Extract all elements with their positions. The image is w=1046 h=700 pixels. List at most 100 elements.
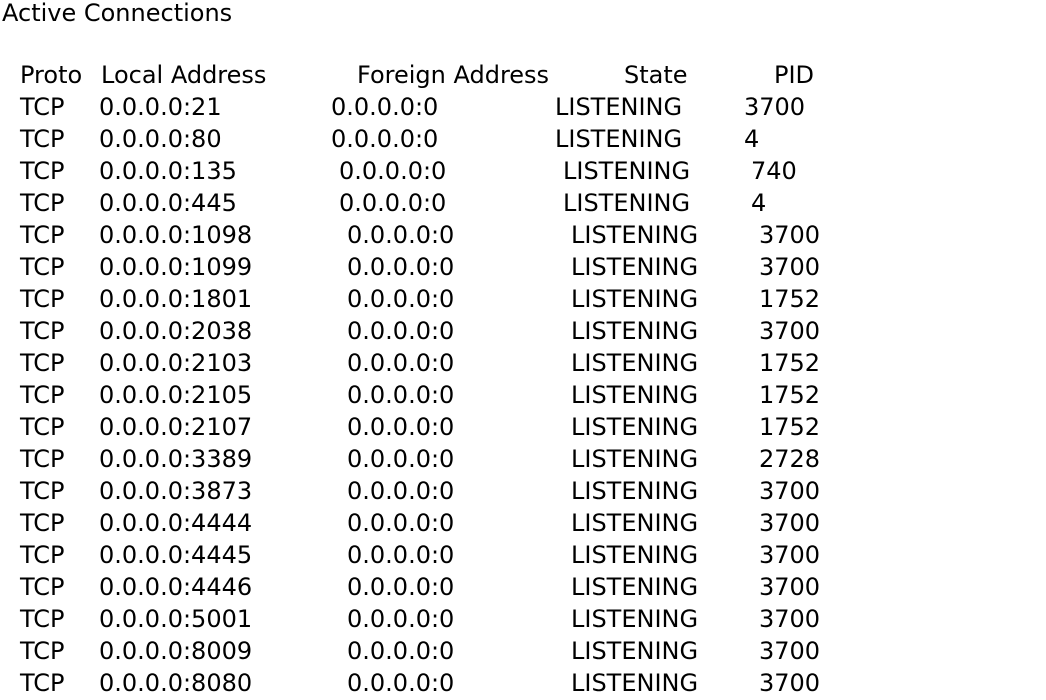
cell-proto: TCP: [20, 541, 65, 569]
table-row: TCP 0.0.0.0:1098 0.0.0.0:0 LISTENING 3700: [0, 220, 1046, 252]
cell-state: LISTENING: [571, 381, 699, 409]
cell-local-address: 0.0.0.0:1801: [99, 285, 253, 313]
cell-foreign-address: 0.0.0.0:0: [347, 221, 455, 249]
cell-local-address: 0.0.0.0:5001: [99, 605, 253, 633]
cell-local-address: 0.0.0.0:4445: [99, 541, 253, 569]
cell-local-address: 0.0.0.0:2105: [99, 381, 253, 409]
cell-proto: TCP: [20, 285, 65, 313]
cell-pid: 1752: [759, 413, 821, 441]
cell-proto: TCP: [20, 605, 65, 633]
cell-pid: 3700: [759, 573, 821, 601]
cell-foreign-address: 0.0.0.0:0: [347, 509, 455, 537]
cell-pid: 4: [744, 125, 760, 153]
cell-state: LISTENING: [571, 445, 699, 473]
cell-local-address: 0.0.0.0:4444: [99, 509, 253, 537]
cell-foreign-address: 0.0.0.0:0: [347, 477, 455, 505]
cell-state: LISTENING: [571, 285, 699, 313]
cell-state: LISTENING: [571, 605, 699, 633]
table-row: TCP 0.0.0.0:5001 0.0.0.0:0 LISTENING 3700: [0, 604, 1046, 636]
cell-pid: 3700: [759, 253, 821, 281]
cell-state: LISTENING: [571, 541, 699, 569]
cell-foreign-address: 0.0.0.0:0: [347, 253, 455, 281]
cell-proto: TCP: [20, 189, 65, 217]
cell-foreign-address: 0.0.0.0:0: [339, 189, 447, 217]
table-row: TCP 0.0.0.0:4445 0.0.0.0:0 LISTENING 3700: [0, 540, 1046, 572]
cell-foreign-address: 0.0.0.0:0: [339, 157, 447, 185]
cell-pid: 3700: [759, 317, 821, 345]
cell-proto: TCP: [20, 317, 65, 345]
connections-table: TCP 0.0.0.0:21 0.0.0.0:0 LISTENING 3700 TCP 0.…: [0, 92, 1046, 700]
cell-pid: 3700: [759, 541, 821, 569]
cell-state: LISTENING: [571, 349, 699, 377]
cell-proto: TCP: [20, 477, 65, 505]
cell-local-address: 0.0.0.0:135: [99, 157, 237, 185]
table-row: TCP 0.0.0.0:135 0.0.0.0:0 LISTENING 740: [0, 156, 1046, 188]
cell-local-address: 0.0.0.0:2107: [99, 413, 253, 441]
table-row: TCP 0.0.0.0:4446 0.0.0.0:0 LISTENING 3700: [0, 572, 1046, 604]
cell-proto: TCP: [20, 221, 65, 249]
cell-foreign-address: 0.0.0.0:0: [347, 637, 455, 665]
cell-proto: TCP: [20, 381, 65, 409]
cell-local-address: 0.0.0.0:2038: [99, 317, 253, 345]
cell-pid: 3700: [759, 637, 821, 665]
cell-proto: TCP: [20, 125, 65, 153]
cell-state: LISTENING: [571, 477, 699, 505]
cell-foreign-address: 0.0.0.0:0: [347, 541, 455, 569]
cell-pid: 4: [751, 189, 767, 217]
cell-foreign-address: 0.0.0.0:0: [331, 93, 439, 121]
cell-state: LISTENING: [571, 509, 699, 537]
cell-state: LISTENING: [563, 157, 691, 185]
cell-foreign-address: 0.0.0.0:0: [347, 413, 455, 441]
cell-local-address: 0.0.0.0:3389: [99, 445, 253, 473]
cell-pid: 3700: [759, 509, 821, 537]
cell-local-address: 0.0.0.0:80: [99, 125, 222, 153]
cell-state: LISTENING: [555, 125, 683, 153]
cell-pid: 3700: [759, 221, 821, 249]
cell-local-address: 0.0.0.0:2103: [99, 349, 253, 377]
header-foreign-address: Foreign Address: [357, 61, 550, 89]
table-row: TCP 0.0.0.0:1801 0.0.0.0:0 LISTENING 1752: [0, 284, 1046, 316]
cell-state: LISTENING: [571, 637, 699, 665]
cell-state: LISTENING: [563, 189, 691, 217]
cell-proto: TCP: [20, 157, 65, 185]
cell-state: LISTENING: [571, 669, 699, 697]
header-proto: Proto: [20, 61, 83, 89]
cell-foreign-address: 0.0.0.0:0: [347, 349, 455, 377]
cell-local-address: 0.0.0.0:445: [99, 189, 237, 217]
cell-local-address: 0.0.0.0:21: [99, 93, 222, 121]
cell-state: LISTENING: [571, 221, 699, 249]
cell-proto: TCP: [20, 413, 65, 441]
cell-pid: 3700: [759, 477, 821, 505]
table-row: TCP 0.0.0.0:2038 0.0.0.0:0 LISTENING 3700: [0, 316, 1046, 348]
cell-local-address: 0.0.0.0:8009: [99, 637, 253, 665]
table-row: TCP 0.0.0.0:3389 0.0.0.0:0 LISTENING 2728: [0, 444, 1046, 476]
cell-local-address: 0.0.0.0:3873: [99, 477, 253, 505]
table-row: TCP 0.0.0.0:3873 0.0.0.0:0 LISTENING 3700: [0, 476, 1046, 508]
cell-local-address: 0.0.0.0:1098: [99, 221, 253, 249]
cell-foreign-address: 0.0.0.0:0: [331, 125, 439, 153]
header-pid: PID: [774, 61, 815, 89]
cell-proto: TCP: [20, 445, 65, 473]
header-local-address: Local Address: [101, 61, 267, 89]
cell-local-address: 0.0.0.0:4446: [99, 573, 253, 601]
cell-foreign-address: 0.0.0.0:0: [347, 573, 455, 601]
page-title: Active Connections: [2, 0, 233, 27]
cell-local-address: 0.0.0.0:8080: [99, 669, 253, 697]
cell-pid: 3700: [744, 93, 806, 121]
cell-pid: 3700: [759, 605, 821, 633]
cell-state: LISTENING: [571, 253, 699, 281]
table-row: TCP 0.0.0.0:21 0.0.0.0:0 LISTENING 3700: [0, 92, 1046, 124]
cell-foreign-address: 0.0.0.0:0: [347, 381, 455, 409]
cell-state: LISTENING: [571, 413, 699, 441]
cell-proto: TCP: [20, 253, 65, 281]
cell-pid: 740: [751, 157, 797, 185]
cell-pid: 2728: [759, 445, 821, 473]
cell-foreign-address: 0.0.0.0:0: [347, 445, 455, 473]
table-row: TCP 0.0.0.0:2103 0.0.0.0:0 LISTENING 1752: [0, 348, 1046, 380]
cell-state: LISTENING: [555, 93, 683, 121]
cell-pid: 1752: [759, 349, 821, 377]
cell-pid: 1752: [759, 285, 821, 313]
cell-proto: TCP: [20, 509, 65, 537]
cell-foreign-address: 0.0.0.0:0: [347, 317, 455, 345]
table-row: TCP 0.0.0.0:80 0.0.0.0:0 LISTENING 4: [0, 124, 1046, 156]
